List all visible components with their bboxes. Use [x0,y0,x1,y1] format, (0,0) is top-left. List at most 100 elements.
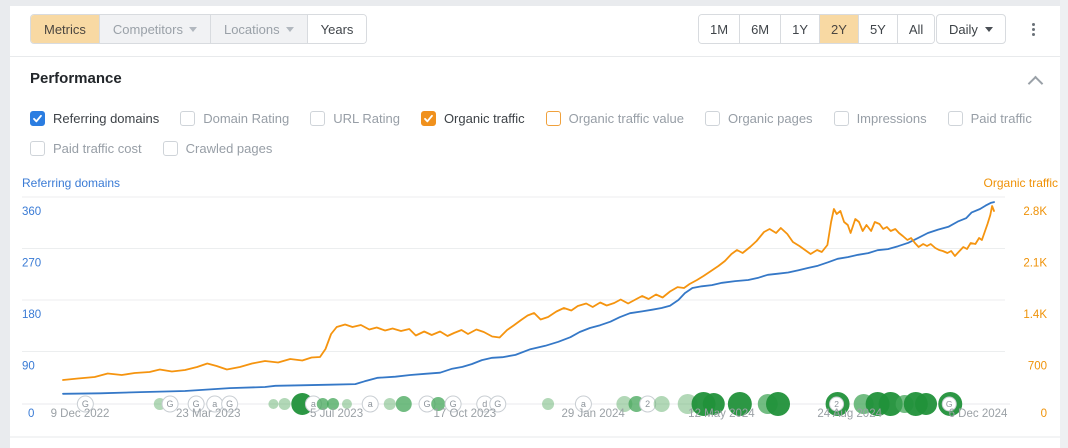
metric-toggle-paid-traffic[interactable]: Paid traffic [947,111,1032,126]
metric-label: Organic pages [728,111,813,126]
collapse-chevron-icon[interactable] [1027,75,1044,92]
event-marker-letter: G [494,399,501,409]
checkbox-checked-icon [420,111,436,126]
event-marker-circle [187,395,205,413]
event-marker-circle [489,395,507,413]
y-axis-tick-right: 2.1K [1023,258,1047,270]
metric-label: Referring domains [53,111,160,126]
event-marker-circle [76,395,94,413]
tab-competitors[interactable]: Competitors [99,15,211,43]
scrollbar[interactable] [1060,0,1068,448]
range-button-1y[interactable]: 1Y [781,15,821,43]
x-axis-tick: 9 Dec 2022 [51,408,110,420]
event-marker-dot [383,398,396,410]
event-badge-letter: 2 [834,399,839,409]
metric-label: Paid traffic cost [53,141,142,156]
section-title: Performance [30,70,122,87]
event-marker-dot [878,392,903,416]
x-axis-tick: 23 Mar 2023 [176,408,241,420]
range-button-1m[interactable]: 1M [699,15,741,43]
range-label: 6M [751,21,770,37]
metric-toggle-paid-traffic-cost[interactable]: Paid traffic cost [30,141,142,156]
checkbox-unchecked-icon [310,111,326,126]
metric-label: Paid traffic [970,111,1032,126]
event-marker-dot [727,392,752,416]
y-axis-tick-right: 1.4K [1023,309,1047,321]
metric-toggle-domain-rating[interactable]: Domain Rating [180,111,289,126]
metric-label: Impressions [856,111,927,126]
x-axis-tick: 24 Aug 2024 [817,408,882,420]
metrics-row-1: Referring domains Domain Rating URL Rating… [30,110,1032,127]
tab-label: Competitors [112,21,183,37]
event-marker-dot [653,396,670,412]
checkbox-unchecked-icon [30,141,45,156]
checkbox-unchecked-icon [545,111,561,126]
event-marker-dot [766,392,791,416]
event-marker-dot [326,398,339,410]
y-axis-tick-left: 360 [22,206,41,218]
range-button-all[interactable]: All [897,15,935,43]
event-marker-letter: G [167,399,174,409]
checkbox-checked-icon [30,111,45,126]
range-label: 2Y [831,21,847,37]
event-marker-dot [316,398,329,410]
event-badge-circle [829,396,845,412]
y-axis-tick-right: 700 [1028,361,1047,373]
date-range-selector: 1M 6M 1Y 2Y 5Y All [698,14,936,44]
metric-label: Organic traffic [443,111,525,126]
event-marker-circle [444,395,462,413]
metric-toggle-organic-traffic[interactable]: Organic traffic [420,111,525,126]
range-label: 1Y [792,21,809,37]
y-axis-zero-left: 0 [28,408,34,420]
metrics-row-2: Paid traffic cost Crawled pages [30,140,272,157]
metric-toggle-referring-domains[interactable]: Referring domains [30,111,159,126]
range-label: All [908,21,924,37]
metric-toggle-organic-traffic-value[interactable]: Organic traffic value [545,111,684,126]
range-button-2y[interactable]: 2Y [820,15,859,43]
chevron-down-icon [285,26,294,32]
x-axis-tick: 29 Jan 2024 [561,408,625,420]
range-label: 5Y [869,21,886,37]
tab-years[interactable]: Years [307,15,367,43]
tab-label: Metrics [44,21,86,37]
event-marker-dot [702,393,725,415]
event-marker-letter: a [212,399,217,409]
metric-toggle-impressions[interactable]: Impressions [833,111,927,126]
metric-toggle-url-rating[interactable]: URL Rating [310,111,400,126]
series-line-organic-traffic [62,205,995,381]
y-axis-tick-left: 270 [22,258,41,270]
metric-label: URL Rating [333,111,400,126]
event-marker-dot [341,399,352,409]
event-marker-letter: G [193,399,200,409]
chart-canvas: 360 2.8K 270 2.1K 180 1.4K 90 700 Referring doma… [10,176,1060,438]
left-axis-title: Referring domains [22,176,120,190]
tab-label: Locations [223,21,280,37]
event-marker-circle [161,395,179,413]
granularity-dropdown[interactable]: Daily [936,14,1006,44]
y-axis-tick-left: 90 [22,361,35,373]
kebab-menu-icon[interactable] [1022,14,1044,44]
tab-metrics[interactable]: Metrics [31,15,100,43]
tab-locations[interactable]: Locations [210,15,308,43]
checkbox-unchecked-icon [833,111,849,126]
event-marker-dot [395,396,412,412]
toolbar-divider [10,56,1060,57]
event-badge-circle [941,396,957,412]
event-marker-letter: d [482,399,487,409]
metric-toggle-crawled-pages[interactable]: Crawled pages [162,141,272,156]
view-tabs: Metrics Competitors Locations Years [30,14,368,44]
range-button-6m[interactable]: 6M [740,15,782,43]
checkbox-unchecked-icon [947,111,963,126]
performance-header: Performance [10,70,1060,94]
checkbox-unchecked-icon [705,111,720,126]
event-marker-letter: 2 [645,399,650,409]
event-marker-dot [542,398,555,410]
range-button-5y[interactable]: 5Y [858,15,898,43]
checkbox-unchecked-icon [162,141,178,156]
metric-toggle-organic-pages[interactable]: Organic pages [705,111,813,126]
metric-label: Organic traffic value [568,111,684,126]
x-axis-tick: 5 Jul 2023 [310,408,363,420]
event-marker-dot [268,399,279,409]
event-marker-letter: G [226,399,233,409]
event-marker-letter: G [450,399,457,409]
